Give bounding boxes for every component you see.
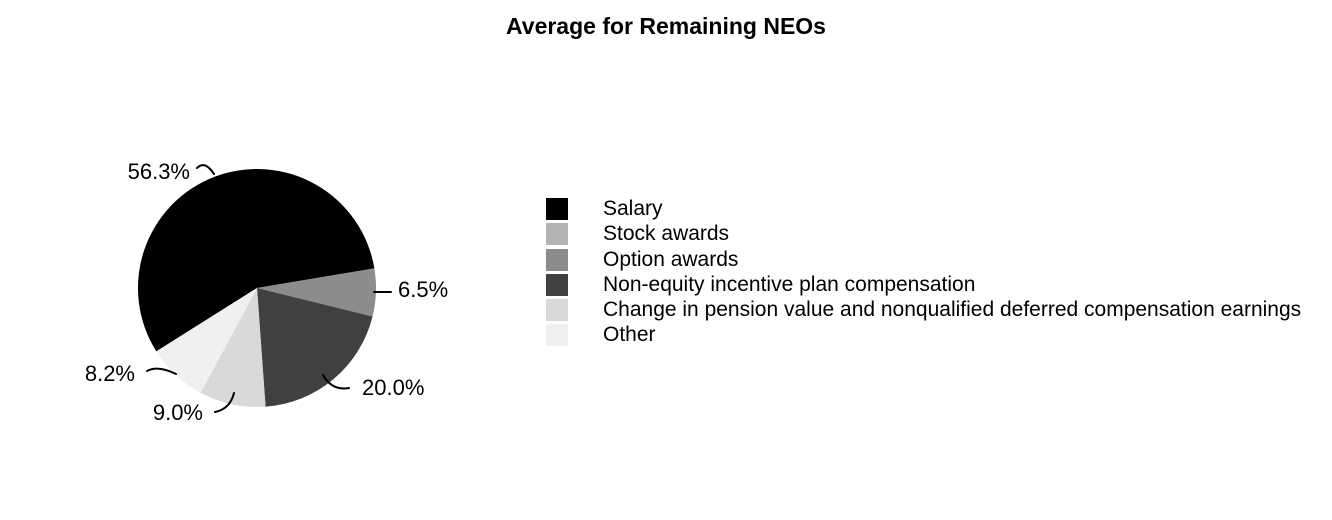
pie-percent-label-other: 8.2% xyxy=(85,361,135,386)
legend-swatch-option-awards xyxy=(546,248,568,271)
legend-item-option-awards: Option awards xyxy=(546,247,1301,271)
legend-label: Salary xyxy=(603,197,663,220)
leader-line-change-in-pension-value-and-nonqualified xyxy=(214,392,235,413)
leader-line-salary xyxy=(196,164,215,175)
chart-title: Average for Remaining NEOs xyxy=(506,13,826,39)
leader-line-non-equity-incentive-plan-compensation xyxy=(322,374,350,390)
pie-slice-non-equity-incentive-plan-compensation xyxy=(257,288,373,407)
pie-percent-label-change-in-pension-value-and-nonqualified: 9.0% xyxy=(153,400,203,425)
legend-swatch-salary xyxy=(546,198,568,220)
legend-item-salary: Salary xyxy=(546,198,1301,220)
legend-label: Stock awards xyxy=(603,222,730,246)
legend-item-stock-awards: Stock awards xyxy=(546,222,1301,246)
pie-slice-salary xyxy=(137,169,375,352)
legend-label: Option awards xyxy=(603,247,739,271)
legend-swatch-change-in-pension-value-and-nonqualified xyxy=(546,299,568,322)
pie-slice-option-awards xyxy=(257,268,377,317)
pie-percent-label-salary: 56.3% xyxy=(128,159,190,184)
legend-swatch-stock-awards xyxy=(546,223,568,246)
legend-swatch-other xyxy=(546,324,568,347)
legend-item-change-in-pension-value-and-nonqualified: Change in pension value and nonqualified… xyxy=(546,298,1302,322)
leader-line-other xyxy=(146,367,177,375)
legend-label: Change in pension value and nonqualified… xyxy=(603,298,1302,322)
pie-slice-other xyxy=(156,288,257,393)
pie-percent-label-option-awards: 6.5% xyxy=(398,277,448,302)
legend-item-non-equity-incentive-plan-compensation: Non-equity incentive plan compensation xyxy=(546,272,1301,296)
legend-item-other: Other xyxy=(546,323,1301,347)
legend-label: Non-equity incentive plan compensation xyxy=(603,272,976,296)
legend-swatch-non-equity-incentive-plan-compensation xyxy=(546,273,568,296)
pie-percent-label-non-equity-incentive-plan-compensation: 20.0% xyxy=(362,375,424,400)
legend: Salary Stock awards Option awards Non-equit… xyxy=(546,198,1301,350)
legend-label: Other xyxy=(603,323,656,347)
pie-slice-change-in-pension-value-and-nonqualified xyxy=(200,288,266,407)
